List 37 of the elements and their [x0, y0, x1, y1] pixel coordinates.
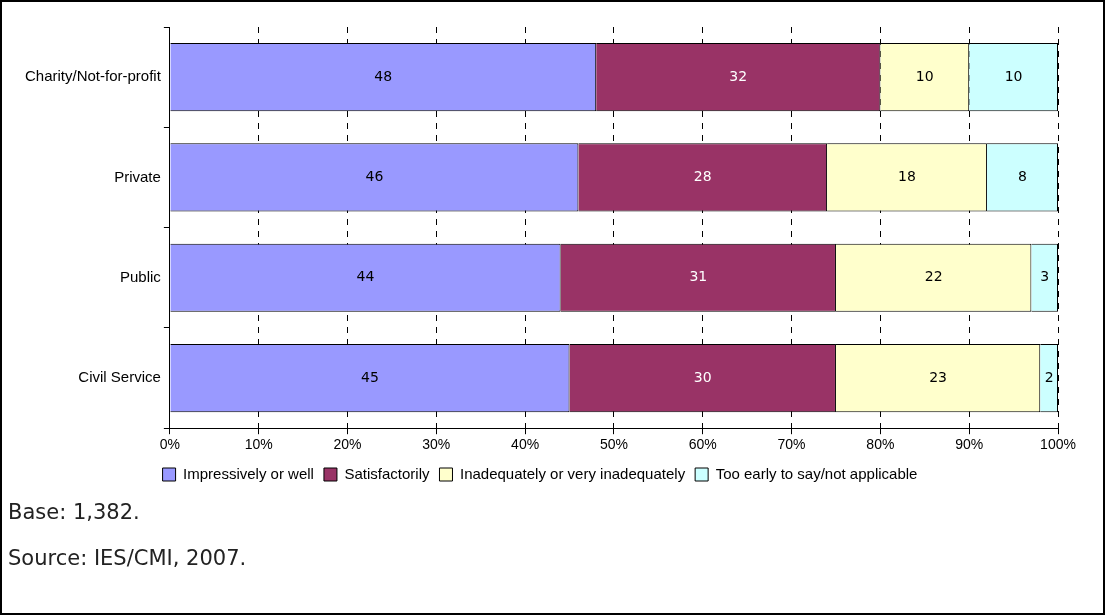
text: Base: 1,382.: [8, 499, 141, 526]
legend-label: Inadequately or very inadequately: [459, 464, 686, 482]
data-label: 31: [689, 268, 708, 285]
data-label: 48: [374, 67, 393, 84]
data-label: 3: [1040, 268, 1050, 285]
data-label: 18: [898, 168, 916, 185]
y-tick-label: Private: [114, 167, 161, 185]
x-tick-label: 90%: [955, 436, 984, 453]
legend-label: Too early to say/not applicable: [715, 464, 918, 482]
x-tick-label: 10%: [244, 436, 273, 453]
x-tick-label: 80%: [866, 436, 895, 453]
y-tick-label: Charity/Not-for-profit: [24, 67, 162, 85]
x-tick-label: 40%: [511, 436, 540, 453]
y-tick-label: Civil Service: [78, 368, 161, 386]
x-tick-label: 70%: [777, 436, 806, 453]
data-label: 32: [729, 67, 748, 84]
x-tick-label: 20%: [333, 436, 362, 453]
x-tick-label: 50%: [599, 436, 628, 453]
source-note: Source: IES/CMI, 2007.: [8, 545, 247, 572]
data-label: 2: [1044, 368, 1054, 385]
x-tick-label: 0%: [159, 436, 180, 453]
data-label: 23: [929, 368, 948, 385]
y-tick-label: Public: [120, 267, 162, 285]
data-label: 46: [365, 168, 384, 185]
x-tick-label: 100%: [1040, 436, 1076, 453]
data-label: 10: [1004, 67, 1023, 84]
data-label: 8: [1018, 168, 1027, 185]
x-tick-label: 60%: [688, 436, 717, 453]
data-label: 30: [693, 368, 712, 385]
legend-label: Satisfactorily: [344, 464, 430, 482]
legend-label: Impressively or well: [183, 464, 314, 482]
data-label: 45: [361, 368, 379, 385]
x-tick-label: 30%: [422, 436, 451, 453]
data-label: 28: [693, 168, 712, 185]
data-label: 22: [924, 268, 943, 285]
data-label: 44: [356, 268, 375, 285]
data-label: 10: [915, 67, 934, 84]
